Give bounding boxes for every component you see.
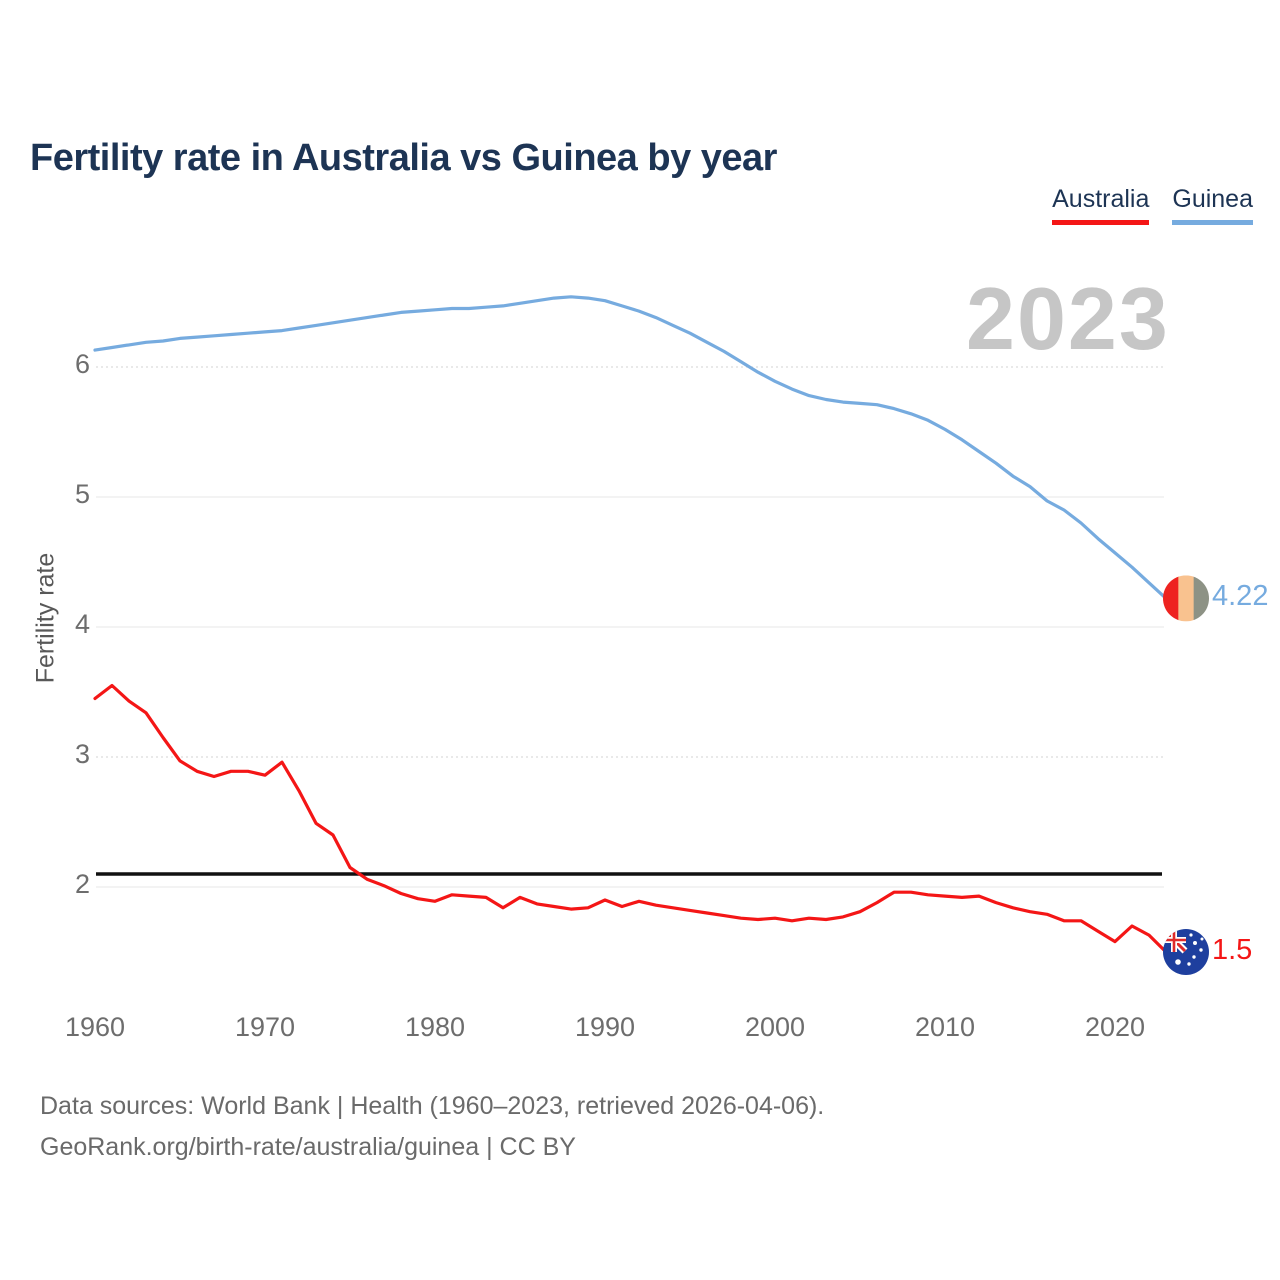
footer-link: GeoRank.org/birth-rate/australia/guinea … xyxy=(40,1133,576,1161)
year-watermark: 2023 xyxy=(966,269,1170,368)
australia-end-value: 1.5 xyxy=(1212,934,1253,966)
x-tick-label: 1970 xyxy=(234,1012,296,1042)
y-tick-label: 3 xyxy=(74,739,90,769)
legend: Australia Guinea xyxy=(1052,185,1253,225)
x-tick-label: 1980 xyxy=(404,1012,466,1042)
x-tick-label: 2000 xyxy=(744,1012,806,1042)
y-tick-label: 6 xyxy=(74,349,90,379)
legend-item-guinea[interactable]: Guinea xyxy=(1172,185,1253,225)
series-line-guinea xyxy=(93,295,1168,601)
y-tick-label: 2 xyxy=(74,869,90,899)
page-title: Fertility rate in Australia vs Guinea by… xyxy=(30,137,777,180)
footer-sources: Data sources: World Bank | Health (1960–… xyxy=(40,1092,825,1120)
y-tick-label: 4 xyxy=(74,609,90,639)
x-tick-label: 2010 xyxy=(914,1012,976,1042)
x-tick-label: 1990 xyxy=(574,1012,636,1042)
series-line-australia xyxy=(93,683,1168,954)
x-tick-label: 2020 xyxy=(1084,1012,1146,1042)
legend-item-australia[interactable]: Australia xyxy=(1052,185,1150,225)
x-tick-label: 1960 xyxy=(64,1012,126,1042)
guinea-end-value: 4.22 xyxy=(1212,580,1269,613)
australia-flag-icon xyxy=(1163,929,1209,975)
footer: Data sources: World Bank | Health (1960–… xyxy=(40,1086,824,1168)
y-tick-label: 5 xyxy=(74,479,90,509)
guinea-flag-icon xyxy=(1163,575,1209,622)
